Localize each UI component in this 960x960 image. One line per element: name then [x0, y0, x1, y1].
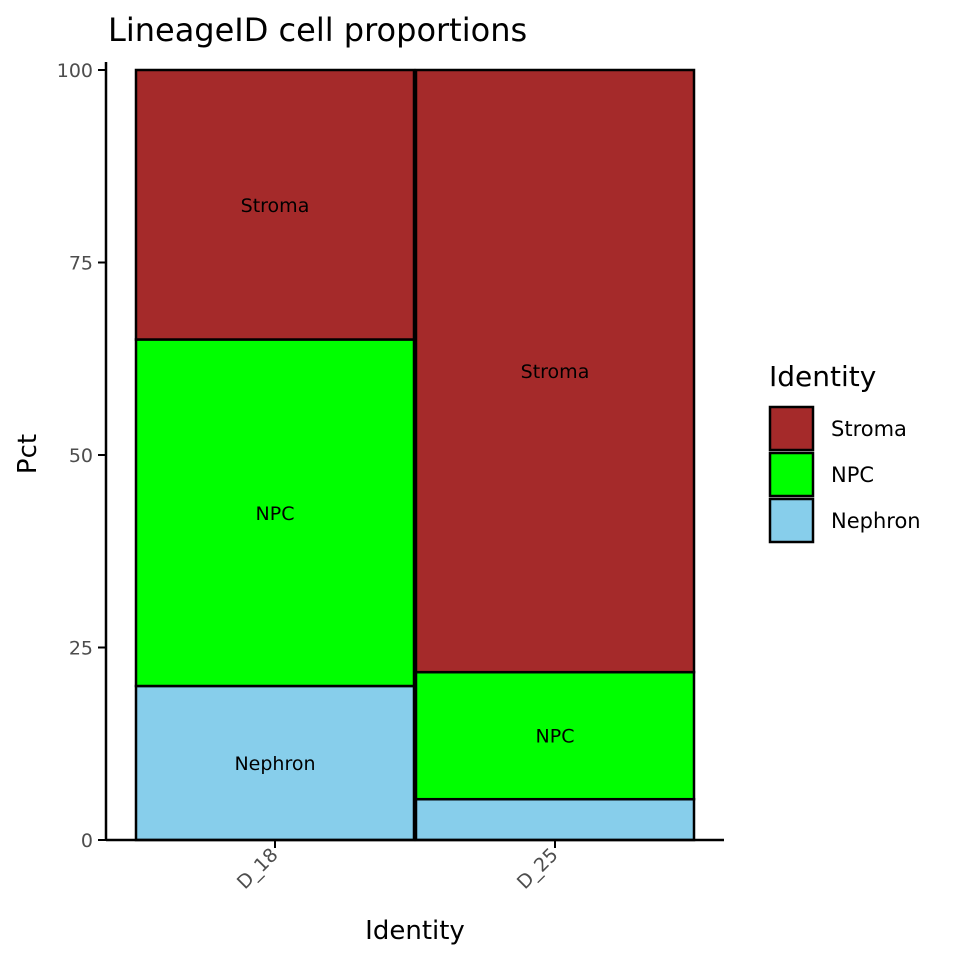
segment-label: Stroma — [521, 361, 590, 383]
bar-d-18-nephron — [134, 684, 416, 842]
legend-label: NPC — [831, 463, 874, 487]
bar-d-18-stroma — [134, 68, 416, 341]
x-tick-label: D_25 — [513, 844, 563, 894]
legend-key-npc — [768, 451, 815, 498]
segment-label: NPC — [256, 503, 295, 525]
bar-d-25-nephron — [414, 797, 696, 842]
legend: Identity Stroma NPC Nephron — [768, 360, 921, 544]
y-tick-label: 50 — [69, 445, 93, 467]
x-axis: D_18 D_25 — [106, 838, 724, 894]
segment-label: Nephron — [234, 753, 315, 775]
plot-area: Nephron NPC Stroma NPC Stroma — [134, 68, 696, 842]
legend-label: Stroma — [831, 417, 907, 441]
bar-d-25-npc — [414, 670, 696, 801]
y-tick-label: 100 — [57, 60, 93, 82]
segment-label: NPC — [536, 726, 575, 748]
y-tick-label: 75 — [69, 253, 93, 275]
y-axis-title: Pct — [13, 434, 43, 474]
legend-label: Nephron — [831, 509, 921, 533]
x-tick-label: D_18 — [233, 844, 283, 894]
legend-key-nephron — [768, 497, 815, 544]
segment-label: Stroma — [241, 195, 310, 217]
legend-key-stroma — [768, 405, 815, 452]
y-tick-label: 25 — [69, 638, 93, 660]
bar-d-25-stroma — [414, 68, 696, 674]
x-axis-title: Identity — [365, 916, 465, 946]
y-tick-label: 0 — [81, 830, 93, 852]
y-axis: 0 25 50 75 100 — [57, 60, 108, 852]
legend-title: Identity — [769, 360, 876, 393]
chart-title: LineageID cell proportions — [108, 11, 527, 49]
bar-d-18-npc — [134, 338, 416, 688]
